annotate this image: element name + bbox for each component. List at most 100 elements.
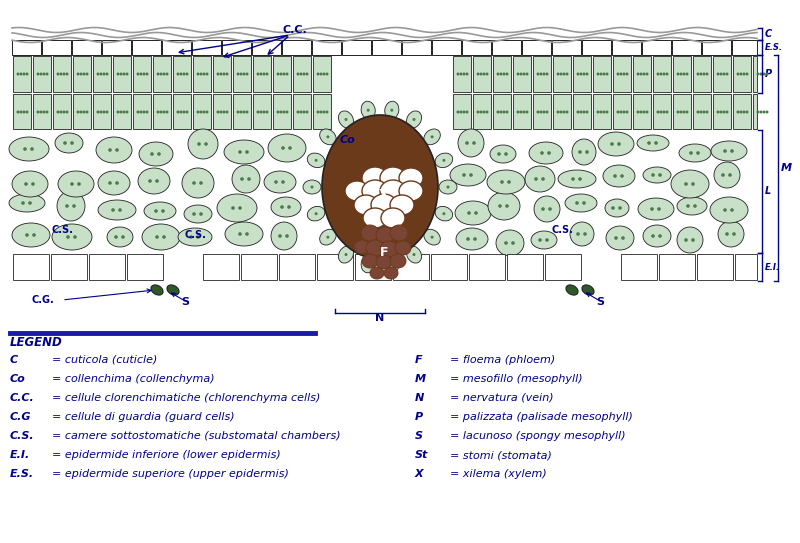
Ellipse shape — [162, 235, 166, 239]
Ellipse shape — [457, 73, 459, 75]
Ellipse shape — [188, 129, 218, 159]
Ellipse shape — [119, 73, 122, 75]
Ellipse shape — [345, 181, 369, 201]
Bar — [203, 254, 239, 280]
Bar — [53, 56, 71, 92]
Ellipse shape — [206, 110, 209, 113]
Ellipse shape — [86, 73, 89, 75]
Ellipse shape — [217, 194, 257, 222]
Ellipse shape — [542, 73, 546, 75]
Ellipse shape — [266, 73, 269, 75]
Ellipse shape — [711, 141, 747, 161]
Text: S: S — [415, 431, 423, 441]
Ellipse shape — [362, 254, 378, 268]
Text: E.S.: E.S. — [765, 43, 783, 52]
Ellipse shape — [271, 222, 297, 250]
Ellipse shape — [58, 171, 94, 197]
Ellipse shape — [19, 73, 22, 75]
Ellipse shape — [579, 110, 582, 113]
Ellipse shape — [108, 181, 112, 185]
Ellipse shape — [384, 267, 398, 279]
Ellipse shape — [262, 73, 266, 75]
Ellipse shape — [565, 194, 597, 212]
Ellipse shape — [139, 73, 142, 75]
Ellipse shape — [459, 110, 462, 113]
Ellipse shape — [559, 73, 562, 75]
Ellipse shape — [231, 206, 235, 210]
Ellipse shape — [257, 110, 259, 113]
Ellipse shape — [605, 199, 629, 217]
Ellipse shape — [226, 110, 229, 113]
Ellipse shape — [246, 110, 249, 113]
Ellipse shape — [77, 110, 79, 113]
Ellipse shape — [469, 173, 473, 177]
Bar — [13, 94, 31, 129]
Ellipse shape — [599, 73, 602, 75]
Ellipse shape — [167, 285, 179, 295]
Ellipse shape — [137, 110, 139, 113]
Ellipse shape — [762, 110, 766, 113]
Ellipse shape — [380, 167, 406, 189]
Ellipse shape — [582, 110, 586, 113]
Ellipse shape — [696, 151, 700, 155]
Text: = cuticola (cuticle): = cuticola (cuticle) — [52, 355, 158, 365]
Ellipse shape — [559, 110, 562, 113]
Ellipse shape — [286, 73, 289, 75]
Bar — [621, 254, 657, 280]
Ellipse shape — [326, 236, 330, 238]
Ellipse shape — [237, 110, 239, 113]
Bar — [73, 56, 91, 92]
Ellipse shape — [507, 180, 511, 184]
Bar — [162, 40, 191, 55]
Ellipse shape — [362, 167, 388, 189]
Ellipse shape — [381, 208, 405, 228]
Ellipse shape — [657, 110, 659, 113]
Ellipse shape — [148, 179, 152, 183]
Bar — [582, 40, 611, 55]
Bar — [633, 56, 651, 92]
Ellipse shape — [366, 240, 384, 256]
Ellipse shape — [539, 73, 542, 75]
Ellipse shape — [730, 149, 734, 153]
Bar — [469, 254, 505, 280]
Bar — [273, 94, 291, 129]
Ellipse shape — [479, 73, 482, 75]
Bar — [453, 94, 471, 129]
Ellipse shape — [766, 110, 769, 113]
Ellipse shape — [262, 110, 266, 113]
Ellipse shape — [302, 110, 306, 113]
Ellipse shape — [204, 142, 208, 146]
Text: C.S.: C.S. — [10, 431, 34, 441]
Ellipse shape — [151, 285, 163, 295]
Bar — [673, 56, 691, 92]
Text: = palizzata (palisade mesophyll): = palizzata (palisade mesophyll) — [450, 412, 633, 422]
Text: E.S.: E.S. — [10, 469, 34, 479]
Bar — [293, 56, 311, 92]
Ellipse shape — [619, 73, 622, 75]
Ellipse shape — [177, 110, 179, 113]
Ellipse shape — [526, 73, 529, 75]
Ellipse shape — [691, 182, 694, 186]
Ellipse shape — [322, 115, 438, 259]
Ellipse shape — [366, 109, 370, 112]
Ellipse shape — [662, 73, 666, 75]
Bar — [612, 40, 641, 55]
Bar — [653, 56, 671, 92]
Text: = lacunoso (spongy mesophyll): = lacunoso (spongy mesophyll) — [450, 431, 626, 441]
Ellipse shape — [537, 110, 539, 113]
Ellipse shape — [684, 238, 688, 242]
Ellipse shape — [217, 110, 219, 113]
Text: = cellule clorenchimatiche (chlorenchyma cells): = cellule clorenchimatiche (chlorenchyma… — [52, 393, 320, 403]
Text: F: F — [415, 355, 422, 365]
Ellipse shape — [225, 222, 263, 246]
Bar — [252, 40, 281, 55]
Ellipse shape — [488, 192, 520, 220]
Bar — [279, 254, 315, 280]
Ellipse shape — [288, 146, 292, 150]
Ellipse shape — [626, 73, 629, 75]
Ellipse shape — [166, 73, 169, 75]
Ellipse shape — [643, 167, 671, 183]
Ellipse shape — [306, 110, 309, 113]
Ellipse shape — [52, 224, 92, 250]
Ellipse shape — [677, 197, 707, 215]
